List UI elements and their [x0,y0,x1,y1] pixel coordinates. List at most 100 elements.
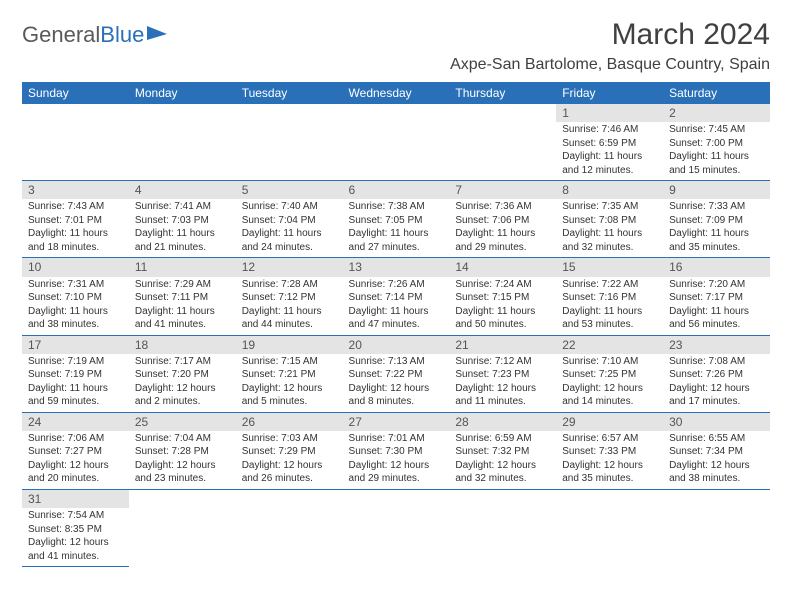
sunset-line: Sunset: 8:35 PM [28,523,123,537]
calendar-week-row: 31Sunrise: 7:54 AMSunset: 8:35 PMDayligh… [22,489,770,566]
sunset-line: Sunset: 7:29 PM [242,445,337,459]
day-header: Sunday [22,82,129,104]
sunset-line: Sunset: 7:10 PM [28,291,123,305]
day-number: 7 [449,181,556,199]
day-data: Sunrise: 7:10 AMSunset: 7:25 PMDaylight:… [556,354,663,412]
sunset-line: Sunset: 7:25 PM [562,368,657,382]
sunset-line: Sunset: 7:01 PM [28,214,123,228]
calendar-day-cell: 20Sunrise: 7:13 AMSunset: 7:22 PMDayligh… [343,335,450,412]
day-data: Sunrise: 7:41 AMSunset: 7:03 PMDaylight:… [129,199,236,257]
calendar-day-cell [22,104,129,181]
day-number: 16 [663,258,770,276]
sunset-line: Sunset: 7:17 PM [669,291,764,305]
day-number: 6 [343,181,450,199]
calendar-week-row: 10Sunrise: 7:31 AMSunset: 7:10 PMDayligh… [22,258,770,335]
calendar-body: 1Sunrise: 7:46 AMSunset: 6:59 PMDaylight… [22,104,770,567]
day-number: 10 [22,258,129,276]
day-number: 31 [22,490,129,508]
calendar-week-row: 24Sunrise: 7:06 AMSunset: 7:27 PMDayligh… [22,412,770,489]
day-header: Friday [556,82,663,104]
sunrise-line: Sunrise: 6:55 AM [669,432,764,446]
sunrise-line: Sunrise: 7:06 AM [28,432,123,446]
day-data: Sunrise: 7:26 AMSunset: 7:14 PMDaylight:… [343,277,450,335]
calendar-day-cell: 16Sunrise: 7:20 AMSunset: 7:17 PMDayligh… [663,258,770,335]
day-number: 9 [663,181,770,199]
sunset-line: Sunset: 7:11 PM [135,291,230,305]
day-data: Sunrise: 7:31 AMSunset: 7:10 PMDaylight:… [22,277,129,335]
sunset-line: Sunset: 7:16 PM [562,291,657,305]
calendar-day-cell: 5Sunrise: 7:40 AMSunset: 7:04 PMDaylight… [236,181,343,258]
calendar-day-cell: 28Sunrise: 6:59 AMSunset: 7:32 PMDayligh… [449,412,556,489]
day-number: 30 [663,413,770,431]
calendar-day-cell: 26Sunrise: 7:03 AMSunset: 7:29 PMDayligh… [236,412,343,489]
calendar-day-cell: 24Sunrise: 7:06 AMSunset: 7:27 PMDayligh… [22,412,129,489]
daylight-line: Daylight: 11 hours and 41 minutes. [135,305,230,332]
daylight-line: Daylight: 11 hours and 32 minutes. [562,227,657,254]
sunset-line: Sunset: 7:19 PM [28,368,123,382]
calendar-day-cell: 1Sunrise: 7:46 AMSunset: 6:59 PMDaylight… [556,104,663,181]
day-number: 12 [236,258,343,276]
day-number: 19 [236,336,343,354]
calendar-day-cell: 25Sunrise: 7:04 AMSunset: 7:28 PMDayligh… [129,412,236,489]
sunrise-line: Sunrise: 7:03 AM [242,432,337,446]
calendar-day-cell [236,489,343,566]
day-number: 21 [449,336,556,354]
day-data: Sunrise: 7:08 AMSunset: 7:26 PMDaylight:… [663,354,770,412]
sunset-line: Sunset: 7:04 PM [242,214,337,228]
sunset-line: Sunset: 7:33 PM [562,445,657,459]
sunset-line: Sunset: 7:32 PM [455,445,550,459]
daylight-line: Daylight: 11 hours and 47 minutes. [349,305,444,332]
daylight-line: Daylight: 11 hours and 56 minutes. [669,305,764,332]
calendar-day-cell [663,489,770,566]
day-data: Sunrise: 7:40 AMSunset: 7:04 PMDaylight:… [236,199,343,257]
day-data: Sunrise: 7:04 AMSunset: 7:28 PMDaylight:… [129,431,236,489]
day-number: 24 [22,413,129,431]
day-data: Sunrise: 7:15 AMSunset: 7:21 PMDaylight:… [236,354,343,412]
day-data: Sunrise: 7:54 AMSunset: 8:35 PMDaylight:… [22,508,129,566]
sunset-line: Sunset: 7:05 PM [349,214,444,228]
daylight-line: Daylight: 12 hours and 38 minutes. [669,459,764,486]
calendar-day-cell: 30Sunrise: 6:55 AMSunset: 7:34 PMDayligh… [663,412,770,489]
daylight-line: Daylight: 12 hours and 14 minutes. [562,382,657,409]
sunset-line: Sunset: 7:00 PM [669,137,764,151]
sunset-line: Sunset: 7:30 PM [349,445,444,459]
day-data: Sunrise: 7:38 AMSunset: 7:05 PMDaylight:… [343,199,450,257]
day-number: 18 [129,336,236,354]
sunrise-line: Sunrise: 7:40 AM [242,200,337,214]
day-header: Monday [129,82,236,104]
day-number: 13 [343,258,450,276]
calendar-day-cell: 15Sunrise: 7:22 AMSunset: 7:16 PMDayligh… [556,258,663,335]
calendar-day-cell: 9Sunrise: 7:33 AMSunset: 7:09 PMDaylight… [663,181,770,258]
calendar-day-cell: 22Sunrise: 7:10 AMSunset: 7:25 PMDayligh… [556,335,663,412]
day-data: Sunrise: 7:33 AMSunset: 7:09 PMDaylight:… [663,199,770,257]
page-header: GeneralBlue March 2024 Axpe-San Bartolom… [22,18,770,74]
calendar-day-cell [343,489,450,566]
sunrise-line: Sunrise: 7:22 AM [562,278,657,292]
calendar-day-cell [129,104,236,181]
calendar-day-cell [449,104,556,181]
day-data: Sunrise: 7:03 AMSunset: 7:29 PMDaylight:… [236,431,343,489]
sunrise-line: Sunrise: 7:10 AM [562,355,657,369]
day-number: 23 [663,336,770,354]
sunrise-line: Sunrise: 6:57 AM [562,432,657,446]
calendar-day-cell: 10Sunrise: 7:31 AMSunset: 7:10 PMDayligh… [22,258,129,335]
sunrise-line: Sunrise: 6:59 AM [455,432,550,446]
sunset-line: Sunset: 7:22 PM [349,368,444,382]
calendar-day-cell: 7Sunrise: 7:36 AMSunset: 7:06 PMDaylight… [449,181,556,258]
sunrise-line: Sunrise: 7:19 AM [28,355,123,369]
calendar-week-row: 17Sunrise: 7:19 AMSunset: 7:19 PMDayligh… [22,335,770,412]
calendar-day-cell [236,104,343,181]
calendar-day-cell: 23Sunrise: 7:08 AMSunset: 7:26 PMDayligh… [663,335,770,412]
calendar-day-cell: 8Sunrise: 7:35 AMSunset: 7:08 PMDaylight… [556,181,663,258]
calendar-table: SundayMondayTuesdayWednesdayThursdayFrid… [22,82,770,567]
calendar-day-cell: 17Sunrise: 7:19 AMSunset: 7:19 PMDayligh… [22,335,129,412]
sunrise-line: Sunrise: 7:17 AM [135,355,230,369]
day-data: Sunrise: 7:06 AMSunset: 7:27 PMDaylight:… [22,431,129,489]
day-data: Sunrise: 7:13 AMSunset: 7:22 PMDaylight:… [343,354,450,412]
sunset-line: Sunset: 7:06 PM [455,214,550,228]
daylight-line: Daylight: 12 hours and 26 minutes. [242,459,337,486]
day-data: Sunrise: 7:19 AMSunset: 7:19 PMDaylight:… [22,354,129,412]
day-data: Sunrise: 7:28 AMSunset: 7:12 PMDaylight:… [236,277,343,335]
calendar-day-cell [449,489,556,566]
calendar-week-row: 1Sunrise: 7:46 AMSunset: 6:59 PMDaylight… [22,104,770,181]
